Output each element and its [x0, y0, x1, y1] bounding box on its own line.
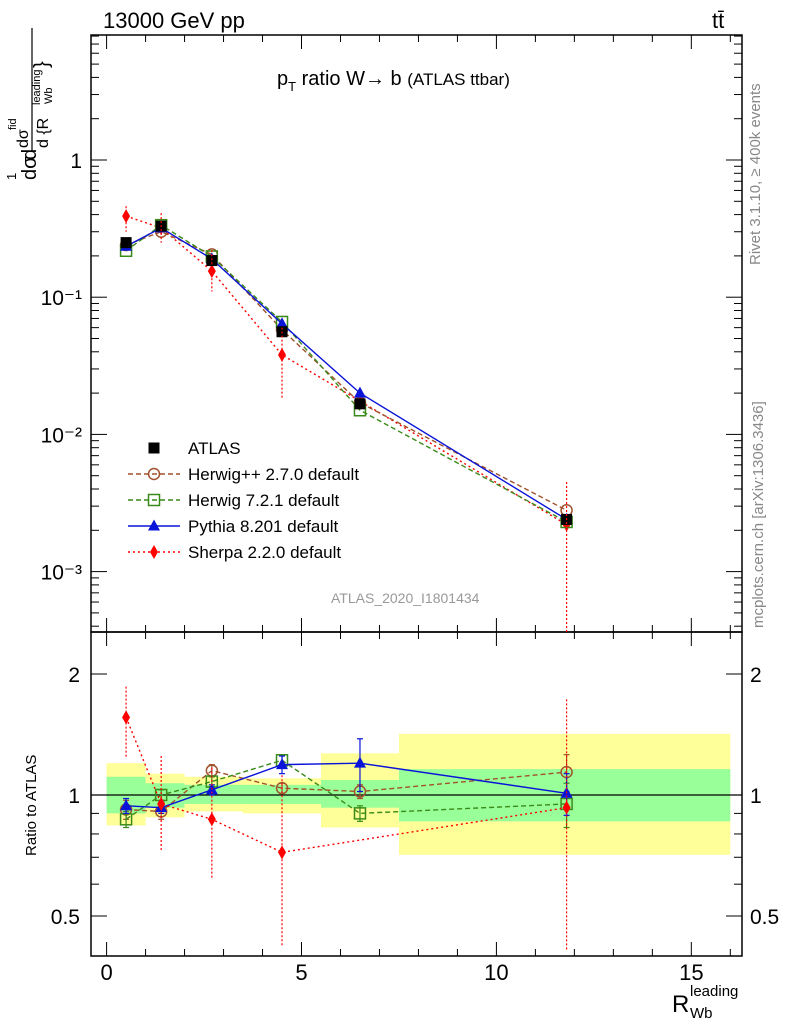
svg-text:d: d — [19, 149, 41, 160]
axis-tick-labels: 0 5 10 15 10⁻³ 10⁻² 10⁻¹ 1 0.5 0.5 1 1 2 2 — [41, 150, 780, 985]
ratio-line-pythia — [126, 762, 567, 809]
ratio-series — [119, 686, 573, 951]
process-label: tt̄ — [712, 8, 724, 33]
svg-text:leading: leading — [690, 983, 738, 1000]
svg-text:leading: leading — [31, 70, 43, 105]
x-tick-label: 15 — [679, 960, 703, 985]
svg-text:dσ: dσ — [15, 129, 32, 148]
main-point-pythia — [276, 317, 289, 329]
legend-marker-herwigpp — [147, 467, 161, 481]
svg-text:Wb: Wb — [43, 88, 55, 105]
legend-label-pythia: Pythia 8.201 default — [188, 517, 339, 536]
ratio-point-sherpa — [278, 845, 287, 860]
main-ylabel: dσ 1 d dσ fid d {R leading Wb } — [4, 28, 55, 180]
main-title: pT ratio W→ b (ATLAS ttbar) — [277, 68, 510, 94]
main-point-pythia — [353, 386, 366, 398]
legend: ATLAS Herwig++ 2.7.0 default Herwig 7.2.1 … — [128, 439, 359, 562]
ratio-point-sherpa — [207, 812, 216, 827]
x-axis-label: R leading Wb — [672, 983, 738, 1022]
ratio-point-herwig — [353, 807, 367, 820]
main-y-tick-label: 10⁻² — [41, 424, 82, 447]
svg-text:d {R: d {R — [35, 118, 52, 148]
svg-text:Wb: Wb — [690, 1005, 713, 1022]
legend-marker-pythia — [148, 519, 160, 531]
legend-marker-herwig — [147, 493, 161, 507]
ratio-y-tick-label-right: 0.5 — [750, 906, 779, 929]
ratio-line-herwigpp — [126, 769, 567, 813]
legend-label-herwig: Herwig 7.2.1 default — [188, 491, 339, 510]
ratio-point-sherpa — [157, 796, 166, 811]
plot-frames — [90, 34, 743, 957]
main-y-tick-label: 10⁻¹ — [41, 287, 82, 310]
analysis-id-label: ATLAS_2020_I1801434 — [331, 590, 480, 606]
main-point-atlas — [120, 237, 132, 249]
ratio-y-tick-label: 2 — [68, 664, 80, 687]
ratio-y-tick-label: 1 — [68, 785, 80, 808]
svg-text:}: } — [31, 61, 53, 68]
band-stat — [184, 784, 244, 804]
ratio-ylabel: Ratio to ATLAS — [23, 755, 40, 856]
x-tick-label: 0 — [100, 960, 112, 985]
legend-marker-sherpa — [150, 545, 158, 559]
main-point-atlas — [206, 255, 218, 267]
main-y-tick-label: 10⁻³ — [41, 562, 82, 585]
main-point-sherpa — [278, 347, 287, 362]
ratio-y-tick-label-right: 2 — [750, 664, 762, 687]
rivet-version-label: Rivet 3.1.10, ≥ 400k events — [747, 83, 764, 265]
svg-text:1: 1 — [4, 173, 19, 180]
main-series — [119, 206, 573, 632]
energy-label: 13000 GeV pp — [103, 8, 245, 33]
ratio-point-pythia — [353, 756, 366, 768]
mcplots-label: mcplots.cern.ch [arXiv:1306.3436] — [750, 401, 767, 628]
ratio-point-pythia — [276, 758, 289, 770]
x-tick-label: 5 — [295, 960, 307, 985]
svg-text:fid: fid — [7, 118, 19, 130]
legend-label-sherpa: Sherpa 2.2.0 default — [188, 543, 341, 562]
ratio-point-pythia — [120, 799, 133, 811]
legend-label-atlas: ATLAS — [188, 439, 241, 458]
main-y-tick-label: 1 — [70, 150, 82, 173]
ratio-point-herwigpp — [275, 781, 289, 795]
ratio-point-sherpa — [122, 710, 131, 725]
svg-text:R: R — [672, 991, 689, 1018]
ratio-frame — [90, 631, 743, 957]
ratio-y-tick-label-right: 1 — [750, 785, 762, 808]
svg-text:dσ: dσ — [19, 156, 41, 180]
ratio-point-sherpa — [562, 800, 571, 815]
main-point-atlas — [354, 398, 366, 410]
main-line-pythia — [125, 227, 567, 521]
x-tick-label: 10 — [484, 960, 508, 985]
legend-label-herwigpp: Herwig++ 2.7.0 default — [188, 465, 359, 484]
legend-marker-atlas — [148, 442, 160, 454]
axis-ticks — [91, 35, 742, 956]
ratio-y-tick-label: 0.5 — [51, 906, 80, 929]
